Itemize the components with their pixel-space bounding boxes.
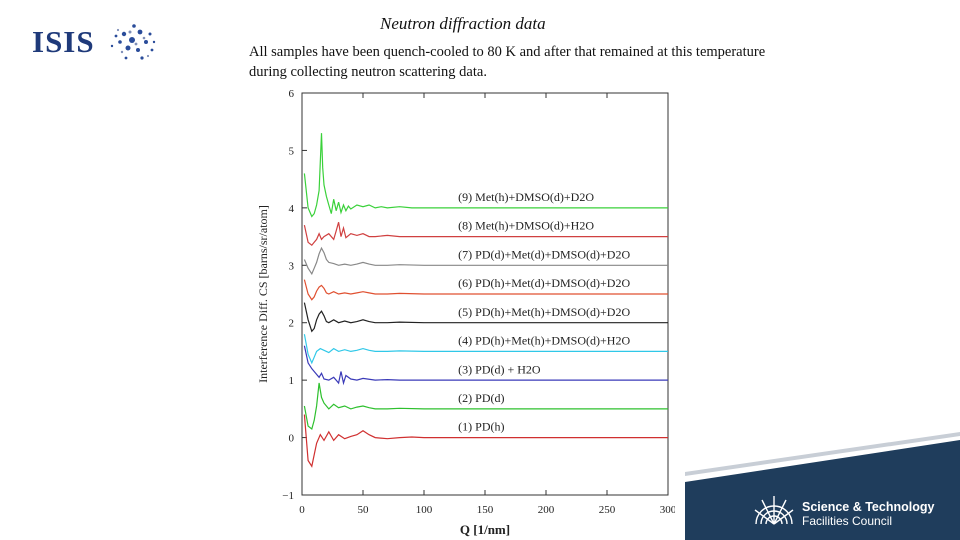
series-line-1 [303, 414, 668, 468]
stfc-logo: Science & Technology Facilities Council [750, 490, 955, 534]
x-tick-label: 100 [416, 504, 433, 516]
x-axis-label: Q [1/nm] [460, 522, 510, 537]
series-line-4 [303, 334, 668, 365]
y-tick-label: 4 [289, 203, 295, 215]
y-tick-label: 0 [289, 433, 295, 445]
x-axis-ticks: 0 50 100 150 200 250 300 [299, 93, 675, 516]
y-tick-label: 3 [289, 260, 295, 272]
footer-stripe [685, 432, 960, 476]
series-line-3 [303, 345, 668, 386]
series-label-9: (9) Met(h)+DMSO(d)+D2O [458, 190, 594, 204]
series-label-4: (4) PD(h)+Met(h)+DMSO(d)+H2O [458, 334, 630, 348]
series-label-8: (8) Met(h)+DMSO(d)+H2O [458, 219, 594, 233]
series-line-8 [303, 222, 668, 247]
x-tick-label: 150 [477, 504, 494, 516]
y-tick-label: 1 [289, 375, 295, 387]
x-tick-label: 0 [299, 504, 305, 516]
isis-logo-text: ISIS [32, 24, 95, 59]
y-axis-label: Interference Diff. CS [barns/sr/atom] [256, 205, 270, 383]
slide-description: All samples have been quench-cooled to 8… [249, 44, 766, 80]
stfc-sunburst-icon [754, 496, 794, 525]
series-lines [303, 133, 668, 468]
stfc-name-line2: Facilities Council [802, 514, 893, 528]
diffraction-chart: −1 0 1 2 3 4 5 6 0 50 100 150 200 250 300 (1) PD(h) (2… [256, 88, 675, 537]
series-line-6 [303, 279, 668, 301]
isis-logo: ISIS [32, 14, 162, 66]
y-tick-label: −1 [282, 490, 294, 502]
x-tick-label: 200 [538, 504, 555, 516]
y-tick-label: 5 [289, 145, 295, 157]
slide-title: Neutron diffraction data [380, 14, 546, 33]
footer-band-shape [685, 440, 960, 540]
series-label-3: (3) PD(d) + H2O [458, 362, 541, 376]
x-tick-label: 300 [660, 504, 675, 516]
stfc-name-line1: Science & Technology [802, 500, 935, 514]
isis-globe-icon [110, 24, 156, 60]
series-line-9 [303, 133, 668, 218]
series-line-7 [303, 246, 668, 276]
series-label-5: (5) PD(h)+Met(h)+DMSO(d)+D2O [458, 305, 630, 319]
series-labels: (1) PD(h) (2) PD(d) (3) PD(d) + H2O (4) PD(… [458, 190, 630, 434]
series-line-5 [303, 302, 668, 333]
series-label-6: (6) PD(h)+Met(d)+DMSO(d)+D2O [458, 276, 630, 290]
series-line-2 [303, 382, 668, 431]
series-label-2: (2) PD(d) [458, 391, 504, 405]
x-tick-label: 250 [599, 504, 616, 516]
series-label-1: (1) PD(h) [458, 420, 504, 434]
x-tick-label: 50 [358, 504, 370, 516]
y-tick-label: 2 [289, 318, 295, 330]
y-tick-label: 6 [289, 88, 295, 100]
series-label-7: (7) PD(d)+Met(d)+DMSO(d)+D2O [458, 247, 630, 261]
